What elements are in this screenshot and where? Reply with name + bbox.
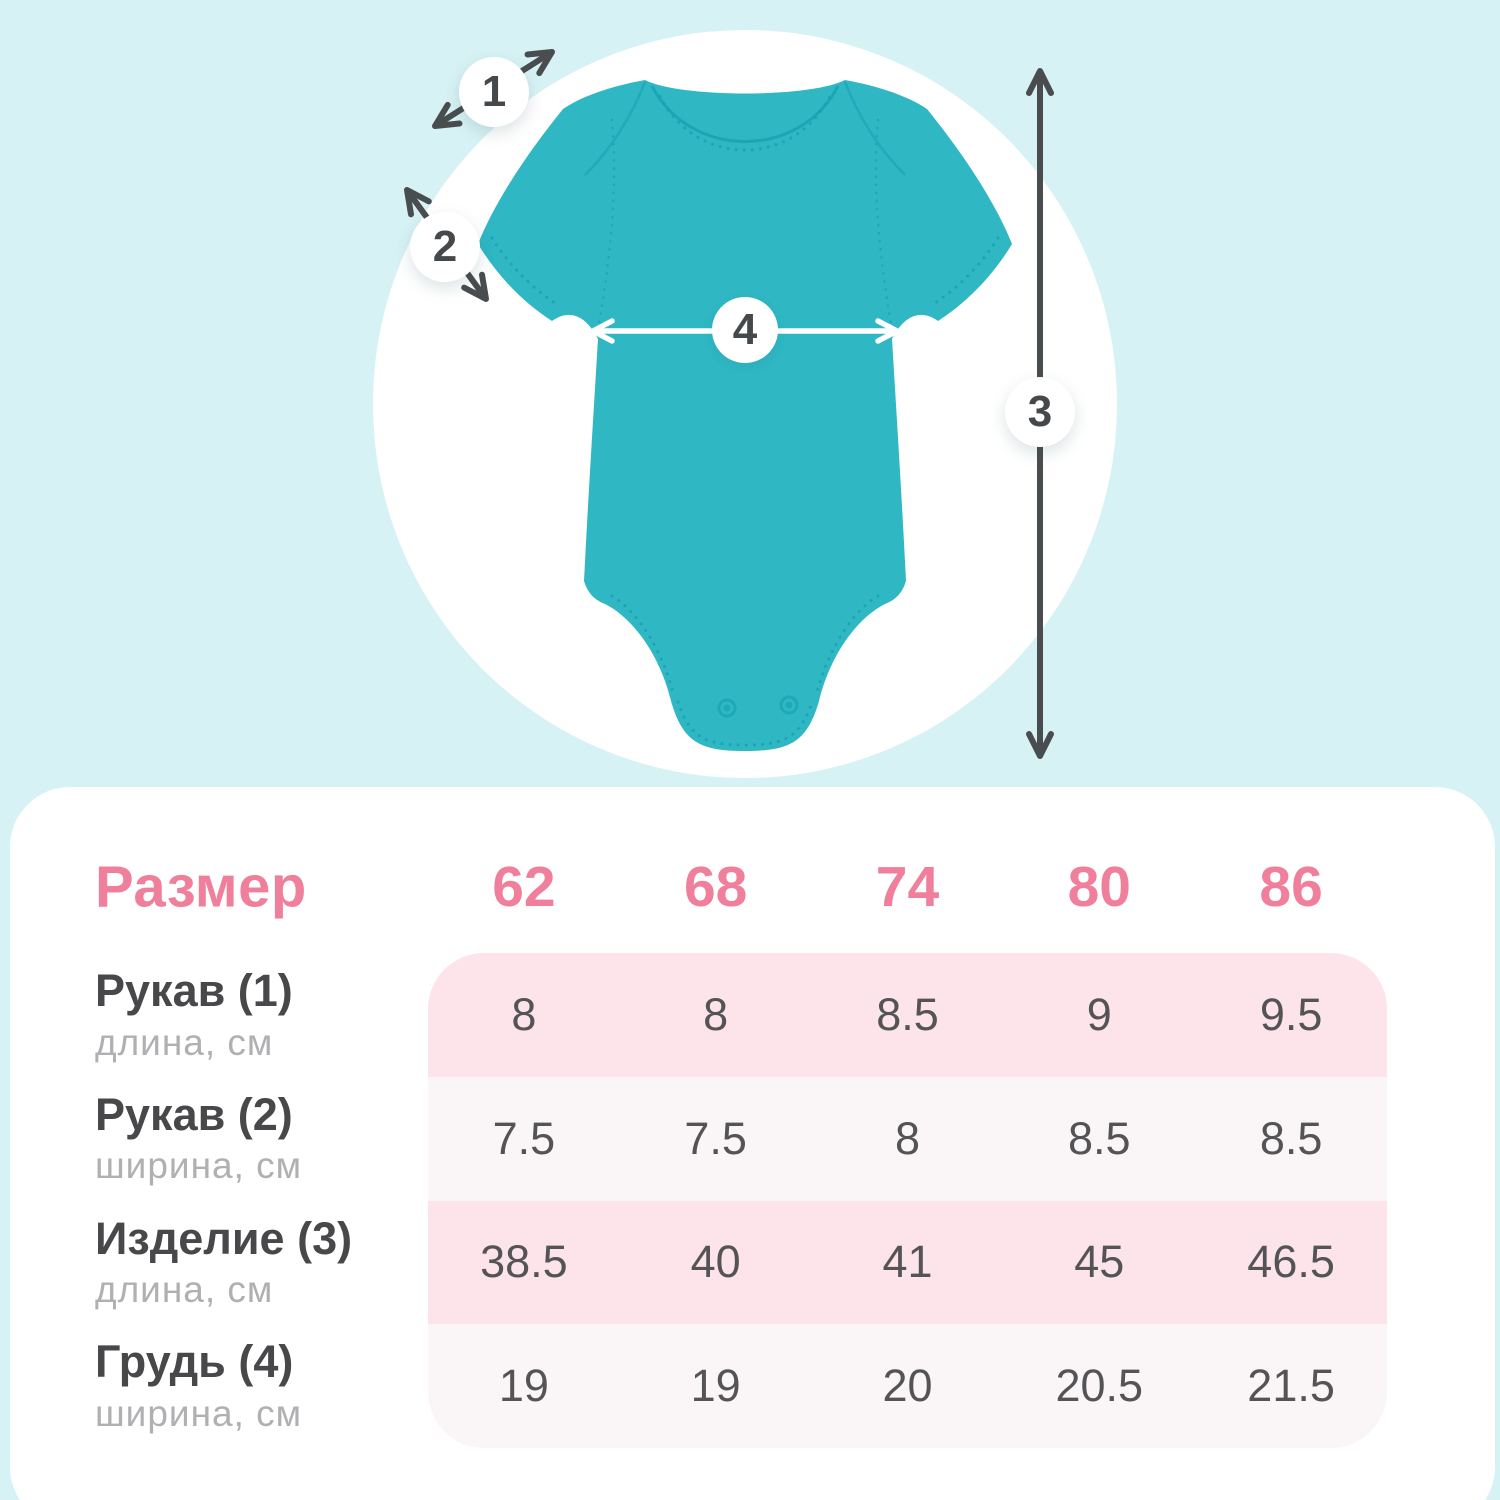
table-value: 8.5: [1259, 1112, 1323, 1164]
row-subtitle: ширина, см: [95, 1392, 303, 1434]
table-value: 38.5: [480, 1236, 568, 1288]
values-grid: 8 8 8.5 9 9.5 7.5 7.5 8 8.5 8.5 38.5 40 41 45 46.5 19 19…: [428, 953, 1387, 1448]
measurement-badge-2: 2: [410, 212, 480, 282]
leg-binding-right: [814, 594, 880, 698]
table-value: 7.5: [684, 1112, 747, 1164]
bodysuit-illustration: [478, 80, 1012, 751]
table-value: 20: [882, 1360, 933, 1412]
size-header-value: 86: [1259, 854, 1323, 919]
row-name: Изделие (3): [95, 1212, 353, 1264]
row-subtitle: длина, см: [95, 1269, 274, 1311]
table-value: 41: [882, 1236, 933, 1288]
size-header-value: 74: [875, 854, 940, 919]
table-value: 8.5: [876, 988, 939, 1040]
row-subtitle: длина, см: [95, 1021, 274, 1063]
table-value: 8: [511, 988, 537, 1040]
table-value: 40: [690, 1236, 741, 1288]
shoulder-fold-right: [843, 81, 906, 176]
size-table-card: Размер 62 68 74 80 86 Рукав (1) длина, см Рука…: [10, 787, 1495, 1500]
row-label: Изделие (3) длина, см: [95, 1201, 425, 1325]
row-labels: Рукав (1) длина, см Рукав (2) ширина, см Изд…: [95, 953, 425, 1448]
crotch-hem-stitch: [676, 700, 814, 747]
row-stripe: [428, 1076, 1387, 1201]
table-value: 8: [894, 1112, 920, 1164]
table-value: 7.5: [492, 1112, 556, 1164]
row-stripe: [428, 953, 1387, 1077]
table-value: 19: [690, 1360, 741, 1412]
badge-1-label: 1: [481, 67, 507, 116]
row-stripe: [428, 1324, 1387, 1448]
size-column-title: Размер: [95, 854, 307, 919]
table-value: 45: [1074, 1236, 1125, 1288]
row-stripes: [428, 953, 1387, 1448]
row-name: Рукав (1): [95, 965, 293, 1017]
measurement-badge-1: 1: [459, 57, 529, 127]
measurement-badge-4: 4: [712, 297, 778, 363]
table-value: 46.5: [1247, 1236, 1335, 1288]
leg-binding-left: [610, 594, 676, 698]
shoulder-fold-left: [584, 81, 647, 176]
measurement-badge-3: 3: [1005, 377, 1075, 447]
size-values-row: 62 68 74 80 86: [428, 839, 1387, 934]
snap-buttons: [717, 695, 799, 718]
cuff-stitch-right: [933, 236, 1000, 305]
row-label: Рукав (2) ширина, см: [95, 1077, 425, 1201]
cuff-stitch-left: [490, 236, 557, 305]
size-header-value: 62: [492, 854, 556, 919]
table-header: Размер 62 68 74 80 86: [10, 839, 1495, 934]
armhole-seam-left: [596, 118, 616, 332]
size-header-value: 68: [683, 854, 748, 919]
table-value: 20.5: [1055, 1360, 1144, 1412]
badge-4-label: 4: [732, 305, 758, 354]
table-value: 19: [498, 1360, 549, 1412]
row-label: Рукав (1) длина, см: [95, 953, 425, 1077]
row-name: Рукав (2): [95, 1088, 293, 1140]
row-label: Грудь (4) ширина, см: [95, 1324, 425, 1448]
size-header-value: 80: [1067, 854, 1131, 919]
badge-3-label: 3: [1027, 387, 1053, 436]
armhole-seam-right: [874, 118, 894, 332]
bodysuit-body: [478, 80, 1012, 751]
row-name: Грудь (4): [95, 1336, 294, 1388]
garment-diagram: [404, 49, 1054, 759]
table-value: 9.5: [1259, 988, 1323, 1040]
row-subtitle: ширина, см: [95, 1145, 303, 1187]
row-stripe: [428, 1200, 1387, 1325]
table-value: 9: [1086, 988, 1112, 1040]
badge-2-label: 2: [432, 222, 458, 271]
table-value: 8: [703, 988, 729, 1040]
neckline-stitch: [658, 94, 832, 152]
table-value: 8.5: [1068, 1112, 1131, 1164]
table-value: 21.5: [1247, 1360, 1335, 1412]
